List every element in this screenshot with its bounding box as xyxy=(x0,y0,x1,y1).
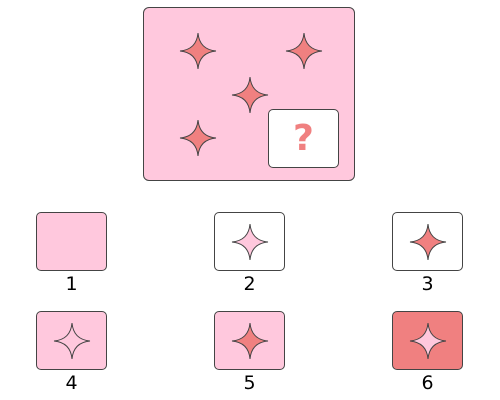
option-3-number: 3 xyxy=(421,273,434,295)
star-icon xyxy=(231,223,268,260)
star-icon xyxy=(179,32,217,70)
option-1-number: 1 xyxy=(65,273,78,295)
option-6[interactable] xyxy=(392,311,463,370)
option-6-number: 6 xyxy=(421,372,434,394)
option-2[interactable] xyxy=(214,212,285,271)
star-icon xyxy=(53,322,90,359)
option-2-number: 2 xyxy=(243,273,256,295)
option-4[interactable] xyxy=(36,311,107,370)
option-3[interactable] xyxy=(392,212,463,271)
option-1[interactable] xyxy=(36,212,107,271)
star-icon xyxy=(409,223,446,260)
star-icon xyxy=(231,322,268,359)
star-icon xyxy=(231,76,269,114)
question-mark-icon: ? xyxy=(293,117,314,159)
option-4-number: 4 xyxy=(65,372,78,394)
option-5-number: 5 xyxy=(243,372,256,394)
puzzle-panel: ? xyxy=(143,7,355,181)
option-5[interactable] xyxy=(214,311,285,370)
star-icon xyxy=(285,32,323,70)
star-icon xyxy=(179,119,217,157)
star-icon xyxy=(409,322,446,359)
missing-cell: ? xyxy=(268,109,339,168)
